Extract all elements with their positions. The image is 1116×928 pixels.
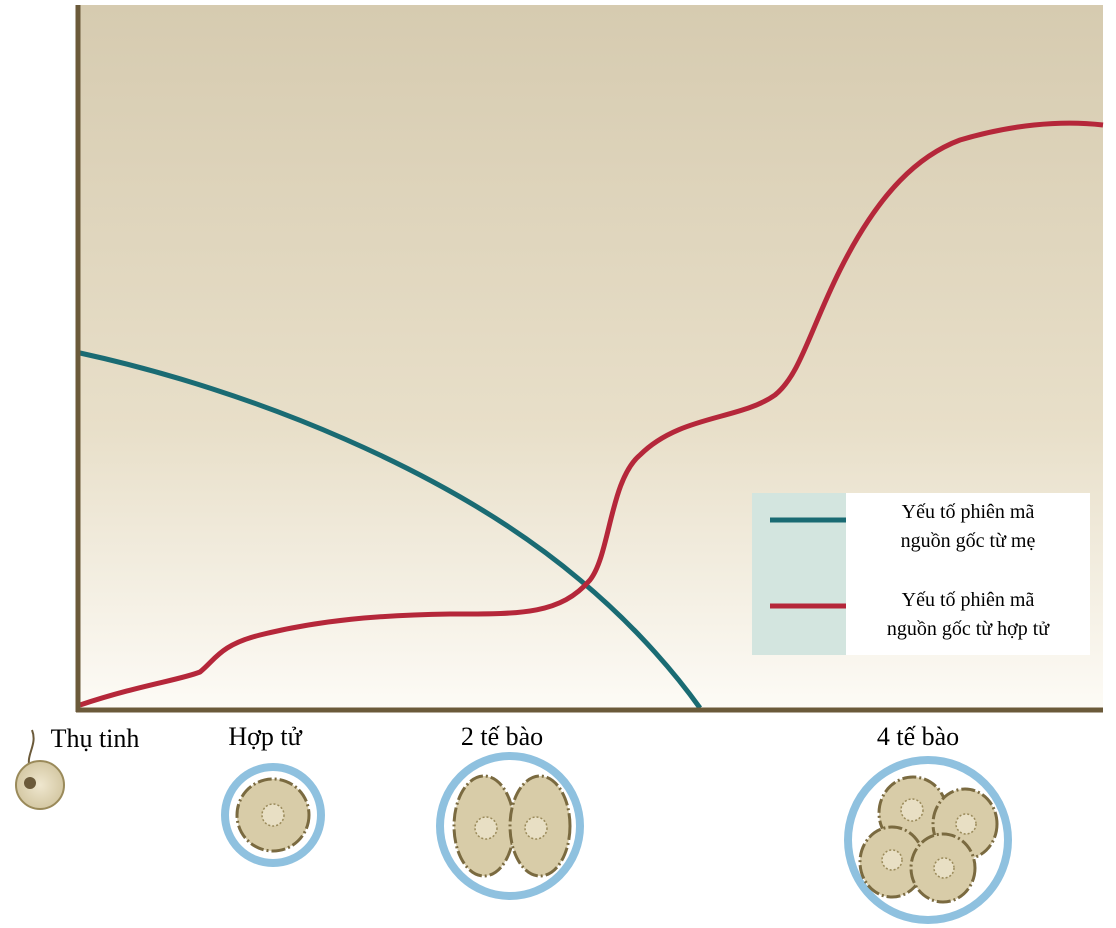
zygotic-curve: [79, 120, 1104, 708]
stage-label: 2 tế bào: [461, 722, 543, 751]
stage-label: 4 tế bào: [877, 722, 959, 751]
legend-text: Yếu tố phiên mã: [902, 501, 1035, 523]
legend: Yếu tố phiên mã nguồn gốc từ mẹ Yếu tố p…: [752, 493, 1090, 655]
zygote: [221, 763, 325, 867]
stage-label: Thụ tinh: [51, 724, 140, 753]
legend-text: nguồn gốc từ mẹ: [901, 530, 1036, 552]
four-cell: [844, 756, 1012, 924]
sperm-egg: [15, 729, 65, 810]
two-cell: [436, 752, 584, 900]
stage-label: Hợp tử: [228, 722, 302, 751]
legend-text: Yếu tố phiên mã: [902, 589, 1035, 611]
legend-text: nguồn gốc từ hợp tử: [887, 618, 1050, 640]
maternal-curve: [79, 350, 703, 710]
